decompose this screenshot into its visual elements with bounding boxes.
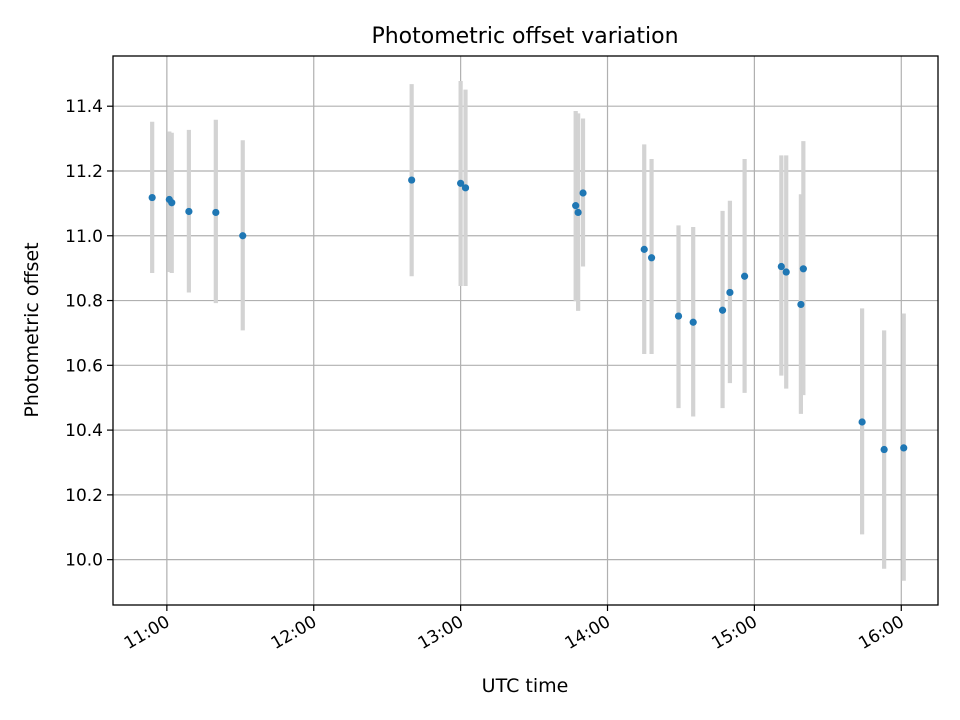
y-tick-label: 11.0 [65, 227, 103, 247]
data-point [880, 445, 888, 454]
data-point [797, 300, 805, 309]
y-tick-label: 11.4 [65, 97, 103, 117]
data-point [640, 245, 648, 253]
data-point [457, 179, 465, 187]
data-point [674, 312, 683, 320]
x-tick-label: 16:00 [855, 612, 907, 654]
data-point [647, 254, 656, 262]
y-tick-label: 10.8 [65, 292, 103, 312]
data-point [858, 418, 866, 426]
x-tick-label: 13:00 [415, 612, 467, 654]
data-point [572, 202, 580, 210]
data-point [777, 262, 785, 271]
data-point [579, 189, 587, 197]
errorbar-layer [150, 80, 906, 581]
y-axis-label: Photometric offset [21, 242, 43, 417]
data-point [212, 208, 220, 217]
data-point [900, 444, 908, 452]
data-point [239, 232, 247, 240]
data-point [718, 306, 727, 314]
data-point [168, 199, 176, 207]
y-tick-label: 10.2 [65, 486, 103, 506]
y-tick-label: 11.2 [65, 162, 103, 182]
data-point [148, 193, 156, 202]
data-point [689, 318, 697, 326]
data-point [185, 207, 193, 216]
data-point [726, 288, 734, 297]
x-tick-label: 15:00 [708, 612, 760, 654]
x-tick-label: 11:00 [121, 612, 173, 654]
x-axis-label: UTC time [482, 675, 569, 697]
data-point [574, 208, 582, 217]
x-tick-label: 12:00 [268, 612, 320, 654]
grid-layer [113, 56, 938, 605]
data-point [741, 272, 749, 280]
point-layer [148, 176, 908, 454]
y-tick-label: 10.0 [65, 551, 103, 571]
data-point [782, 268, 790, 276]
data-point [408, 176, 416, 184]
x-tick-label: 14:00 [562, 612, 614, 654]
data-point [461, 184, 470, 192]
y-tick-label: 10.6 [65, 356, 103, 376]
plot-frame [112, 55, 939, 606]
data-point [799, 265, 807, 273]
y-tick-label: 10.4 [65, 421, 103, 441]
chart-title: Photometric offset variation [371, 24, 678, 49]
